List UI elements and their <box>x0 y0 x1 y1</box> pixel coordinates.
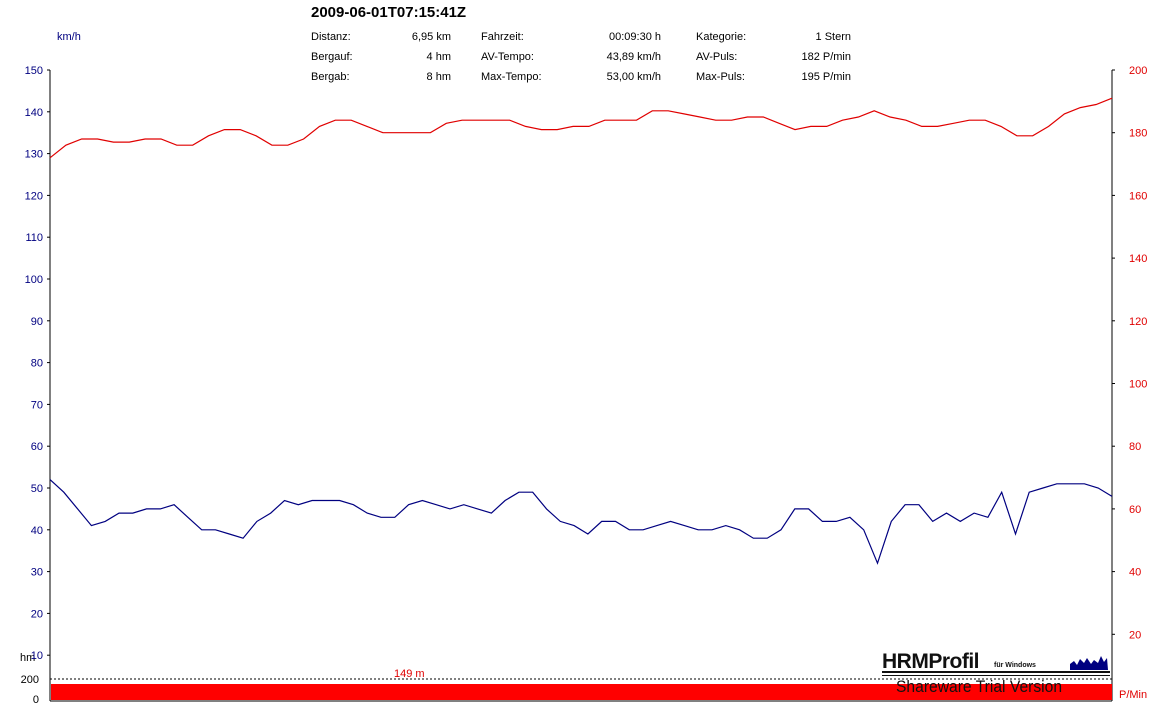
speed-tick-label: 100 <box>25 274 43 286</box>
stat-label-kategorie: Kategorie: <box>696 31 747 43</box>
pulse-tick-label: 80 <box>1129 441 1141 453</box>
pulse-series-line <box>49 97 1113 159</box>
stat-label-fahrzeit: Fahrzeit: <box>481 31 524 43</box>
stat-label-av-puls: AV-Puls: <box>696 51 738 63</box>
hrmprofil-logo: HRMProfil für Windows Shareware Trial Ve… <box>882 650 1110 700</box>
speed-tick-label: 130 <box>25 149 43 161</box>
stat-label-max-tempo: Max-Tempo: <box>481 71 542 83</box>
pulse-tick-label: 60 <box>1129 504 1141 516</box>
speed-axis-unit: km/h <box>57 31 81 43</box>
stat-value-av-puls: 182 P/min <box>801 51 851 63</box>
stat-value-distanz: 6,95 km <box>411 31 451 43</box>
altitude-tick-label: 200 <box>21 674 39 686</box>
speed-tick-label: 90 <box>31 316 43 328</box>
stat-value-av-tempo: 43,89 km/h <box>606 51 661 63</box>
speed-tick-label: 40 <box>31 525 43 537</box>
speed-tick-label: 150 <box>25 65 43 77</box>
pulse-tick-label: 40 <box>1129 567 1141 579</box>
stat-label-bergauf: Bergauf: <box>311 51 353 63</box>
altitude-tick-label: 0 <box>33 694 39 704</box>
speed-tick-label: 20 <box>31 608 43 620</box>
pulse-tick-label: 100 <box>1129 379 1147 391</box>
stat-label-av-tempo: AV-Tempo: <box>481 51 534 63</box>
speed-tick-label: 30 <box>31 567 43 579</box>
stat-label-bergab: Bergab: <box>311 71 350 83</box>
pulse-tick-label: 200 <box>1129 65 1147 77</box>
logo-subtitle: für Windows <box>994 662 1036 669</box>
stat-label-max-puls: Max-Puls: <box>696 71 745 83</box>
speed-tick-label: 140 <box>25 107 43 119</box>
speed-tick-label: 110 <box>25 232 43 244</box>
stat-value-bergab: 8 hm <box>426 71 451 83</box>
pulse-tick-label: 120 <box>1129 316 1147 328</box>
chart-title: 2009-06-01T07:15:41Z <box>311 4 467 21</box>
pulse-tick-label: 20 <box>1129 629 1141 641</box>
speed-tick-label: 120 <box>25 190 43 202</box>
stat-value-max-tempo: 53,00 km/h <box>606 71 661 83</box>
logo-rule <box>882 671 1110 673</box>
stat-value-bergauf: 4 hm <box>426 51 451 63</box>
trial-version-text: Shareware Trial Version <box>896 677 1063 696</box>
altitude-value-label: 149 m <box>394 668 425 680</box>
pulse-tick-label: 180 <box>1129 128 1147 140</box>
logo-title: HRMProfil <box>882 650 980 673</box>
pulse-tick-label: 160 <box>1129 190 1147 202</box>
stat-value-kategorie: 1 Stern <box>815 31 851 43</box>
speed-tick-label: 10 <box>31 650 43 662</box>
altitude-profile-band <box>51 684 1112 700</box>
pulse-tick-label: 140 <box>1129 253 1147 265</box>
altitude-axis-unit: hm <box>20 652 36 664</box>
speed-tick-label: 80 <box>31 358 43 370</box>
logo-rule-thin <box>882 675 1110 676</box>
stat-label-distanz: Distanz: <box>311 31 351 43</box>
speed-tick-label: 60 <box>31 441 43 453</box>
logo-graph-icon <box>1070 656 1108 670</box>
speed-series-line <box>49 479 1113 565</box>
stat-value-max-puls: 195 P/min <box>801 71 851 83</box>
stat-value-fahrzeit: 00:09:30 h <box>609 31 661 43</box>
pulse-axis-unit: P/Min <box>1119 689 1148 701</box>
speed-tick-label: 70 <box>31 399 43 411</box>
speed-tick-label: 50 <box>31 483 43 495</box>
